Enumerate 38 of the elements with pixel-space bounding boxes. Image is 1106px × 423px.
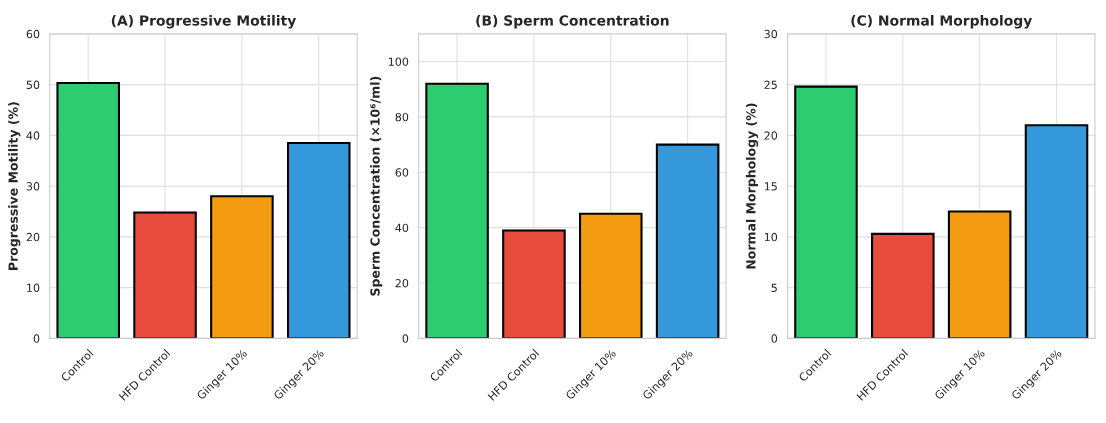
y-tick-label: 60 — [395, 168, 409, 177]
y-tick-label: 15 — [764, 182, 777, 191]
bar — [425, 82, 489, 339]
bar — [210, 195, 274, 339]
chart-title: (A) Progressive Motility — [111, 14, 297, 29]
y-tick-label: 40 — [395, 223, 409, 233]
y-tick-label: 30 — [26, 182, 40, 191]
bar — [871, 232, 935, 339]
chart-title: (C) Normal Morphology — [851, 14, 1033, 29]
y-axis-title: Normal Morphology (%) — [745, 103, 759, 269]
chart-title: (B) Sperm Concentration — [476, 14, 669, 29]
bar — [655, 143, 720, 339]
bar — [947, 210, 1012, 339]
y-tick-label: 80 — [395, 112, 409, 122]
bar — [794, 85, 858, 339]
y-axis-title: Sperm Concentration (×10⁶/ml) — [370, 76, 383, 296]
y-tick-label: 20 — [26, 232, 40, 242]
y-tick-label: 0 — [402, 334, 409, 343]
bar — [286, 141, 351, 339]
bar — [133, 211, 197, 339]
y-tick-label: 50 — [26, 80, 40, 89]
y-tick-label: 60 — [26, 29, 40, 39]
y-tick-label: 20 — [764, 131, 778, 140]
y-tick-label: 40 — [26, 131, 40, 140]
y-tick-label: 100 — [388, 57, 409, 66]
y-tick-label: 0 — [771, 334, 778, 343]
y-tick-label: 20 — [395, 279, 409, 288]
y-tick-label: 25 — [764, 80, 777, 89]
bar — [502, 229, 566, 339]
bar — [1024, 124, 1089, 339]
y-tick-label: 10 — [27, 283, 40, 293]
y-tick-label: 10 — [764, 232, 778, 242]
bar — [56, 82, 120, 339]
y-tick-label: 5 — [771, 283, 777, 293]
y-tick-label: 0 — [33, 334, 40, 343]
y-tick-label: 30 — [764, 29, 778, 39]
y-axis-title: Progressive Motility (%) — [8, 102, 21, 270]
bar — [579, 212, 643, 339]
